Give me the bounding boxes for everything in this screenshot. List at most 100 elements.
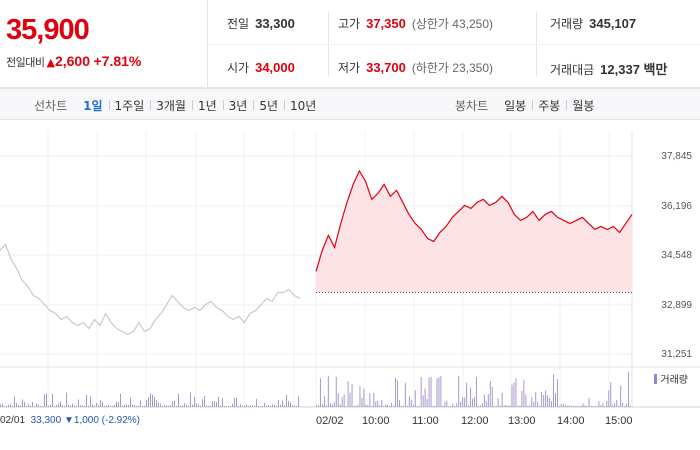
volume-bar: [218, 396, 219, 407]
volume-bar: [170, 405, 171, 407]
volume-bar: [560, 403, 562, 407]
volume-bar: [208, 405, 209, 407]
volume-bar: [489, 381, 491, 407]
volume-bar: [148, 397, 149, 407]
volume-bar: [470, 387, 472, 407]
tab-5y[interactable]: 5년: [253, 97, 284, 114]
volume-bar: [16, 403, 17, 407]
volume-bar: [574, 405, 576, 407]
volume-bar: [448, 405, 450, 407]
volume-bar: [398, 400, 400, 407]
volume-bar: [373, 392, 375, 407]
volume-bar: [196, 403, 197, 407]
volume-bar: [343, 394, 345, 407]
volume-bar: [90, 396, 91, 407]
volume-bar: [450, 405, 452, 407]
tab-1y[interactable]: 1년: [191, 97, 223, 114]
tab-weekly[interactable]: 주봉: [532, 97, 566, 114]
volume-bar: [12, 405, 13, 407]
volume-bar: [64, 405, 65, 407]
volume-bar: [214, 401, 215, 407]
volume-bar: [4, 405, 5, 407]
amount-value: 12,337 백만: [600, 62, 668, 77]
volume-bar: [278, 399, 279, 407]
volume-bar: [556, 379, 558, 407]
volume-bar: [612, 404, 614, 407]
volume-bar: [464, 397, 466, 407]
volume-bar: [529, 405, 531, 407]
volume-bar: [224, 405, 225, 407]
volume-bar: [216, 401, 217, 407]
x-label-time: 10:00: [362, 415, 390, 427]
volume-bar: [198, 404, 199, 407]
volume-bar: [120, 393, 121, 407]
volume-bar: [412, 404, 414, 407]
volume-bar: [190, 392, 191, 407]
price-chart[interactable]: 37,845 36,196 34,548 32,899 31,251 거래량 0…: [0, 121, 700, 450]
volume-bar: [572, 405, 574, 407]
volume-bar: [432, 405, 434, 407]
volume-bar: [331, 404, 333, 407]
tab-daily[interactable]: 일봉: [504, 98, 527, 113]
volume-bar: [523, 379, 525, 407]
volume-bar: [240, 404, 241, 407]
volume-bar: [204, 395, 205, 407]
tab-1w[interactable]: 1주일: [108, 97, 151, 114]
volume-bar: [288, 400, 289, 407]
change-value: 2,600: [54, 53, 90, 69]
volume-legend: 거래량: [654, 371, 688, 386]
x-label-time: 12:00: [461, 415, 489, 427]
line-chart-label: 선차트: [34, 98, 68, 113]
volume-bar: [282, 400, 283, 407]
prev-close-price: 33,300: [30, 415, 62, 426]
volume-bar: [351, 384, 353, 407]
volume-bar: [630, 405, 632, 407]
volume-bar: [533, 401, 535, 407]
volume-bar: [531, 397, 533, 407]
stat-prev-close: 전일 33,300: [227, 15, 295, 32]
tab-1d[interactable]: 1일: [83, 98, 103, 113]
x-label-time: 15:00: [605, 415, 633, 427]
x-label-prev-date: 02/01: [0, 415, 26, 426]
volume-bar: [220, 405, 221, 407]
volume-bar: [74, 405, 75, 407]
volume-bar: [268, 405, 269, 407]
volume-bar: [422, 395, 424, 407]
volume-bar: [525, 394, 527, 407]
volume-bar: [30, 405, 31, 407]
volume-bar: [562, 404, 564, 407]
volume-bar: [570, 405, 572, 407]
tab-3m[interactable]: 3개월: [150, 97, 192, 114]
tab-10y[interactable]: 10년: [284, 97, 322, 114]
volume-bar: [118, 402, 119, 407]
y-tick-label: 32,899: [661, 300, 692, 311]
volume-bar: [404, 382, 406, 407]
volume-legend-label: 거래량: [660, 375, 688, 386]
volume-bar: [349, 392, 351, 407]
volume-label: 거래량: [550, 17, 584, 31]
volume-bar: [200, 405, 201, 407]
tab-monthly[interactable]: 월봉: [566, 97, 600, 114]
tab-3y[interactable]: 3년: [222, 97, 254, 114]
volume-bar: [462, 397, 464, 407]
volume-bar: [491, 386, 493, 407]
volume-bar: [509, 405, 511, 407]
candle-chart-tabs: 봉차트 일봉 주봉 월봉: [455, 89, 600, 121]
volume-bar: [28, 404, 29, 407]
lower-limit: (하한가 23,350): [411, 61, 494, 75]
volume-bar: [58, 403, 59, 407]
volume-bar: [96, 402, 97, 407]
volume-bar: [164, 405, 165, 407]
volume-bar: [582, 403, 584, 407]
volume-value: 345,107: [589, 16, 637, 31]
volume-bar: [321, 404, 323, 407]
volume-bar: [377, 401, 379, 407]
volume-bar: [600, 405, 602, 407]
volume-bar: [212, 401, 213, 407]
volume-bar: [108, 404, 109, 407]
volume-bar: [152, 394, 153, 407]
volume-bar: [495, 405, 497, 407]
today-price-line: [315, 169, 633, 272]
upper-limit: (상한가 43,250): [411, 17, 494, 31]
volume-bar: [276, 406, 277, 407]
